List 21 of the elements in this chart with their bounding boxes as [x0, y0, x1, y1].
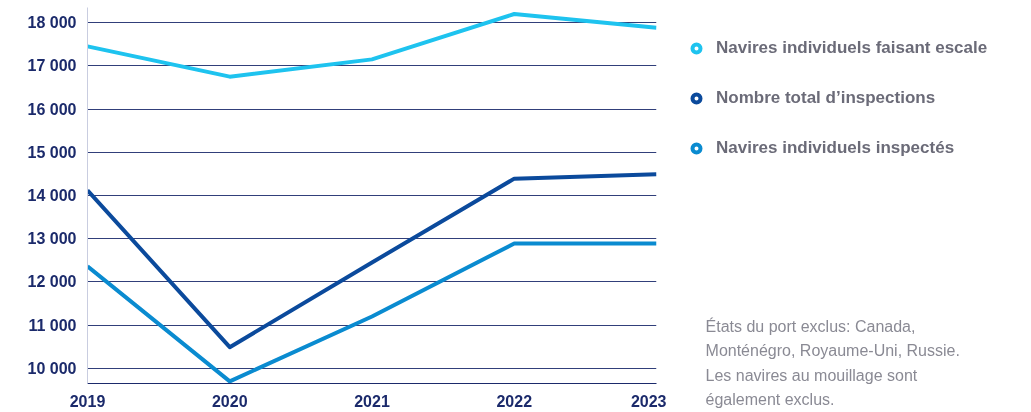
x-tick-label: 2020: [211, 392, 248, 410]
y-tick-label: 16 000: [27, 100, 77, 118]
legend-label: Nombre total d’inspections: [716, 88, 936, 108]
x-tick-label: 2023: [630, 392, 667, 410]
line-series: [87, 241, 657, 384]
x-tick-label: 2021: [354, 392, 390, 410]
text: États du port exclus: Canada, Monténégro, Royaume-Uni, Russie. Les navires au mouillage sont également exclus.: [705, 316, 960, 409]
line-series: [87, 11, 657, 79]
line-series: [87, 172, 657, 350]
y-tick-label: 10 000: [27, 359, 77, 377]
legend-label: Navires individuels faisant escale: [716, 38, 988, 58]
y-tick-label: 14 000: [27, 187, 77, 204]
y-tick-label: 17 000: [27, 57, 77, 75]
y-tick-label: 13 000: [27, 230, 77, 248]
y-tick-label: 15 000: [27, 143, 77, 161]
x-tick-label: 2019: [69, 392, 106, 410]
y-tick-label: 11 000: [28, 316, 77, 334]
legend-label: Navires individuels inspectés: [716, 138, 955, 158]
x-tick-label: 2022: [496, 392, 533, 410]
y-tick-label: 12 000: [27, 273, 77, 291]
y-tick-label: 18 000: [27, 14, 77, 32]
